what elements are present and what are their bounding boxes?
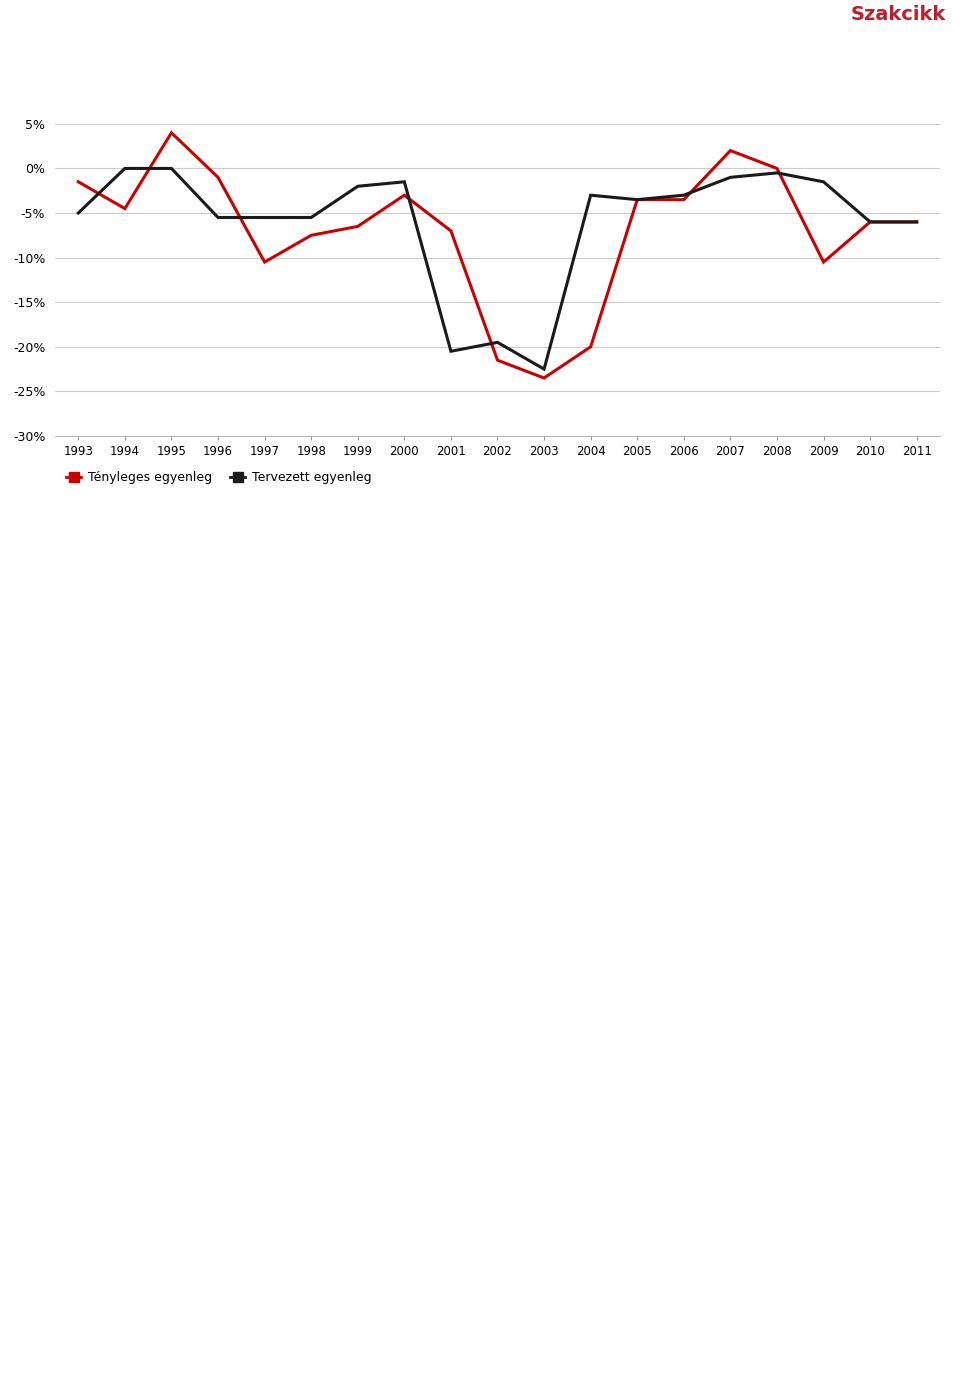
Text: 5. ábra. Tervezett és tényleges deficit az Egészségbiztosítási Alap gazdálkodásá: 5. ábra. Tervezett és tényleges deficit …: [12, 50, 960, 64]
Text: Szakcikk: Szakcikk: [851, 6, 946, 25]
Legend: Tényleges egyenleg, Tervezett egyenleg: Tényleges egyenleg, Tervezett egyenleg: [61, 466, 376, 489]
Text: 2010 előzetes, 2011 csak terv adatok).: 2010 előzetes, 2011 csak terv adatok).: [12, 80, 270, 92]
